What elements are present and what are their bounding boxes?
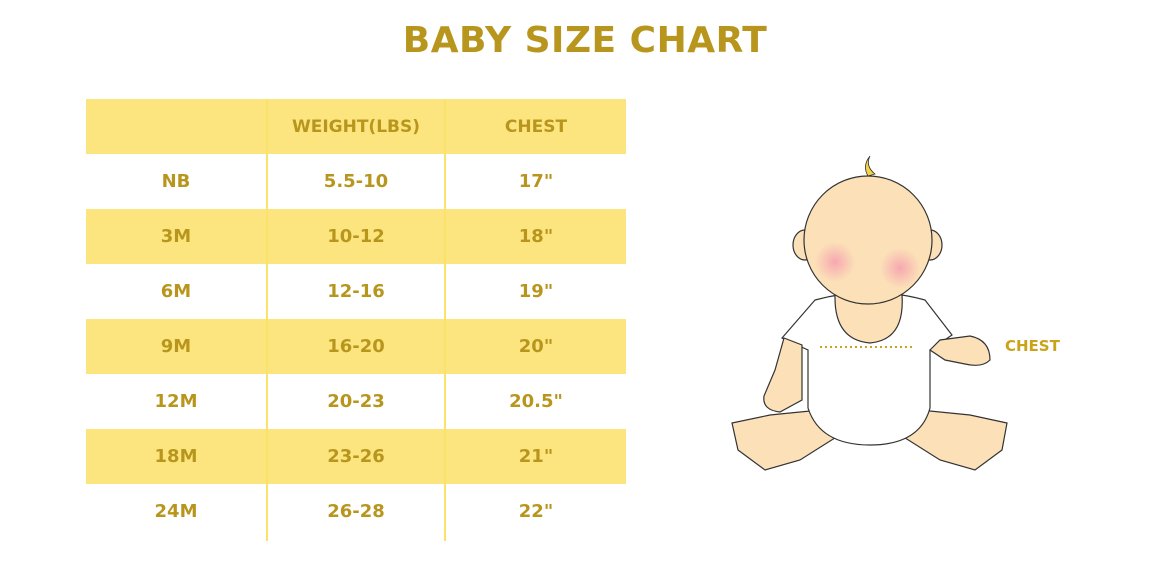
- table-row: 9M 16-20 20": [86, 319, 626, 374]
- weight-cell: 10-12: [266, 209, 446, 264]
- weight-cell: 20-23: [266, 374, 446, 429]
- size-cell: 18M: [154, 446, 198, 467]
- baby-illustration: [731, 155, 1008, 471]
- weight-cell: 23-26: [266, 429, 446, 484]
- chest-cell: 17": [518, 171, 554, 192]
- table-row: NB 5.5-10 17": [86, 154, 626, 209]
- size-cell: 12M: [154, 391, 198, 412]
- table-row: 24M 26-28 22": [86, 484, 626, 539]
- chest-cell: 20.5": [509, 391, 563, 412]
- weight-cell: 12-16: [266, 264, 446, 319]
- chest-label: CHEST: [1005, 337, 1060, 355]
- chest-cell: 18": [518, 226, 554, 247]
- header-cell: CHEST: [504, 116, 568, 137]
- size-cell: 24M: [154, 501, 198, 522]
- table-header-row: WEIGHT(LBS) CHEST: [86, 99, 626, 154]
- chest-cell: 21": [518, 446, 554, 467]
- table-row: 3M 10-12 18": [86, 209, 626, 264]
- chest-cell: 19": [518, 281, 554, 302]
- size-cell: 9M: [160, 336, 192, 357]
- table-row: 6M 12-16 19": [86, 264, 626, 319]
- chest-cell: 22": [518, 501, 554, 522]
- weight-cell: 26-28: [266, 484, 446, 539]
- size-cell: NB: [161, 171, 191, 192]
- chest-cell: 20": [518, 336, 554, 357]
- header-cell: [86, 99, 266, 154]
- size-table: WEIGHT(LBS) CHEST NB 5.5-10 17" 3M 10-12 18" 6…: [86, 99, 626, 541]
- size-cell: 6M: [160, 281, 192, 302]
- page-title: BABY SIZE CHART: [402, 20, 768, 61]
- weight-cell: 16-20: [266, 319, 446, 374]
- weight-cell: 5.5-10: [266, 154, 446, 209]
- table-row: 12M 20-23 20.5": [86, 374, 626, 429]
- size-cell: 3M: [160, 226, 192, 247]
- table-row: 18M 23-26 21": [86, 429, 626, 484]
- header-cell: WEIGHT(LBS): [266, 99, 446, 154]
